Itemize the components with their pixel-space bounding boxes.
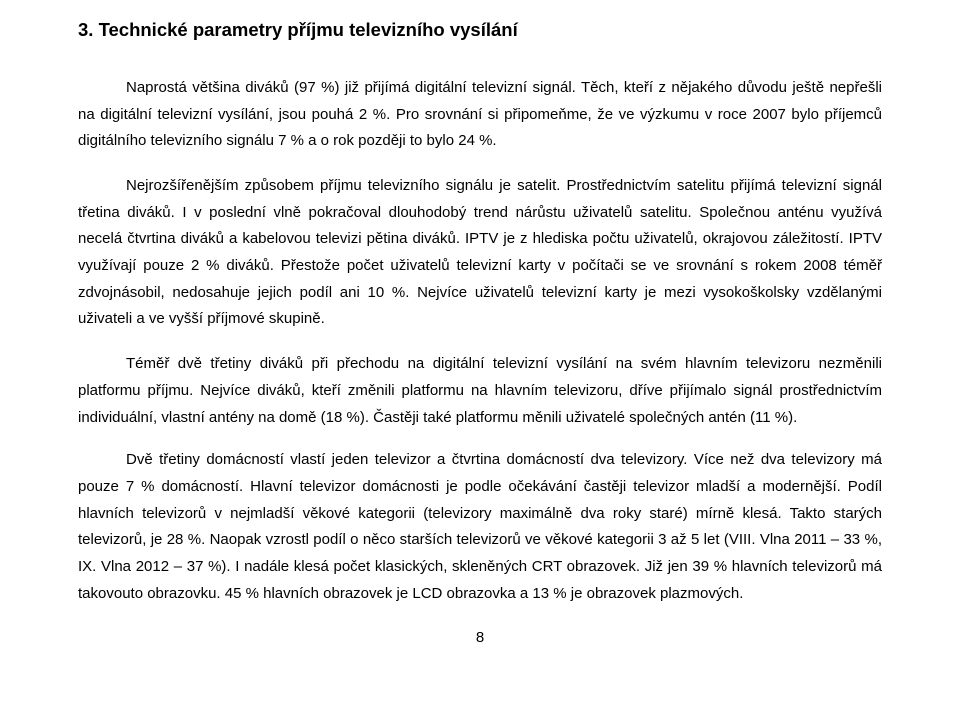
body-paragraph: Téměř dvě třetiny diváků při přechodu na…: [78, 351, 882, 431]
document-page: 3. Technické parametry příjmu televizníh…: [0, 0, 960, 716]
page-number: 8: [78, 629, 882, 646]
body-paragraph: Dvě třetiny domácností vlastí jeden tele…: [78, 447, 882, 607]
section-heading: 3. Technické parametry příjmu televizníh…: [78, 18, 882, 43]
body-paragraph: Nejrozšířenějším způsobem příjmu televiz…: [78, 173, 882, 333]
body-paragraph: Naprostá většina diváků (97 %) již přijí…: [78, 75, 882, 155]
